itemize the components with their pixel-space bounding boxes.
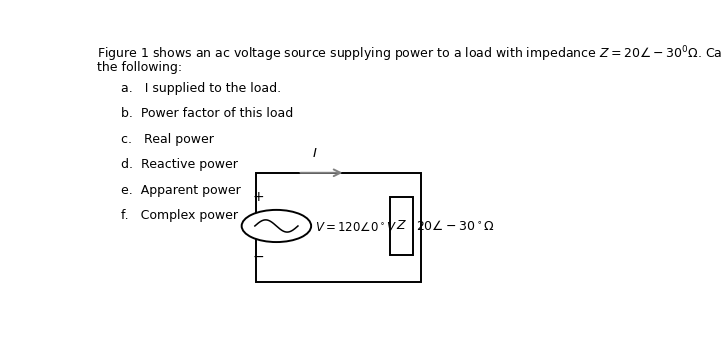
Text: f.   Complex power: f. Complex power: [121, 209, 238, 222]
Text: d.  Reactive power: d. Reactive power: [121, 158, 238, 171]
Text: +: +: [252, 190, 265, 205]
Bar: [390, 197, 413, 254]
Text: c.   Real power: c. Real power: [121, 133, 214, 146]
Circle shape: [241, 210, 311, 242]
Text: a.   I supplied to the load.: a. I supplied to the load.: [121, 82, 281, 95]
Text: $Z$: $Z$: [395, 219, 407, 233]
Text: $I$: $I$: [312, 147, 317, 160]
Bar: [256, 173, 421, 282]
Text: the following:: the following:: [97, 61, 182, 74]
Text: Figure 1 shows an ac voltage source supplying power to a load with impedance $Z : Figure 1 shows an ac voltage source supp…: [97, 44, 723, 64]
Text: −: −: [252, 250, 265, 264]
Text: b.  Power factor of this load: b. Power factor of this load: [121, 108, 294, 120]
Text: $V = 120\angle0^\circ V$: $V = 120\angle0^\circ V$: [315, 222, 397, 235]
Text: e.  Apparent power: e. Apparent power: [121, 184, 241, 197]
Text: $20\angle-30^\circ\Omega$: $20\angle-30^\circ\Omega$: [416, 219, 495, 233]
